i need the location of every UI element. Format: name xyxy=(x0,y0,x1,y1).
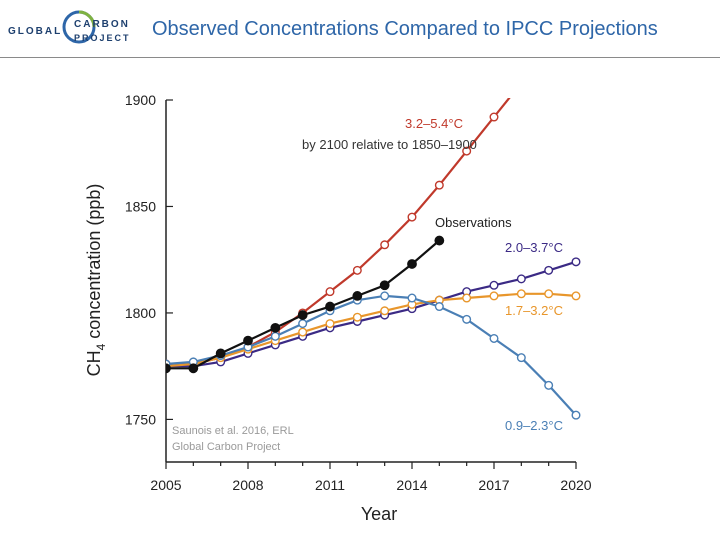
x-tick-label: 2014 xyxy=(396,477,427,493)
data-point-2 xyxy=(462,293,472,303)
data-point-0 xyxy=(352,265,362,275)
series-line-2 xyxy=(166,292,577,368)
y-tick-label: 1750 xyxy=(125,411,156,427)
data-point-0 xyxy=(434,180,444,190)
data-point-1 xyxy=(544,265,554,275)
logo-text-project: PROJECT xyxy=(74,33,131,43)
plot-frame xyxy=(165,100,576,463)
x-tick-label: 2005 xyxy=(150,477,181,493)
data-point-4 xyxy=(434,235,445,246)
x-tick-label: 2008 xyxy=(232,477,263,493)
data-point-0 xyxy=(518,79,526,87)
data-point-0 xyxy=(489,112,499,122)
data-point-0 xyxy=(462,146,472,156)
data-point-3 xyxy=(516,353,526,363)
data-point-2 xyxy=(298,327,308,337)
data-point-4 xyxy=(243,335,253,346)
x-tick-label: 2017 xyxy=(478,477,509,493)
data-point-4 xyxy=(188,363,199,374)
series-line-3 xyxy=(166,294,577,416)
purple-scenario-label: 2.0–3.7°C xyxy=(505,240,563,255)
data-point-4 xyxy=(407,259,417,269)
series-line-1 xyxy=(166,260,577,368)
series-line-4 xyxy=(166,239,441,370)
data-point-2 xyxy=(325,319,335,329)
logo-ring-icon xyxy=(62,10,96,44)
data-point-3 xyxy=(298,319,308,329)
data-point-3 xyxy=(270,331,280,341)
data-point-3 xyxy=(489,333,499,343)
data-point-4 xyxy=(379,280,390,291)
data-point-4 xyxy=(166,363,171,374)
data-point-1 xyxy=(516,274,526,284)
data-point-4 xyxy=(352,291,363,301)
methane-concentration-chart: 1750 1800 1850 1900 2005 2008 2011 2014 2017 2020… xyxy=(84,79,592,524)
data-point-4 xyxy=(215,348,226,359)
data-point-2 xyxy=(516,289,526,299)
data-point-2 xyxy=(544,289,554,299)
logo-text-global: GLOBAL xyxy=(8,26,63,37)
data-point-2 xyxy=(352,312,362,322)
data-point-1 xyxy=(489,280,499,290)
header-divider xyxy=(0,57,720,58)
y-tick-label: 1800 xyxy=(125,305,156,321)
credit-line-2: Global Carbon Project xyxy=(172,441,280,453)
data-point-3 xyxy=(434,302,444,312)
data-point-2 xyxy=(571,291,581,301)
y-tick-label: 1900 xyxy=(125,92,156,108)
data-point-3 xyxy=(571,410,581,420)
data-point-4 xyxy=(325,301,335,312)
data-point-3 xyxy=(407,293,417,303)
blue-scenario-label: 0.9–2.3°C xyxy=(505,418,563,433)
observations-label: Observations xyxy=(435,215,512,230)
red-scenario-sublabel: by 2100 relative to 1850–1900 xyxy=(302,137,477,152)
data-point-4 xyxy=(270,322,281,333)
orange-scenario-label: 1.7–3.2°C xyxy=(505,303,563,318)
data-point-2 xyxy=(489,291,499,301)
data-point-3 xyxy=(380,291,390,301)
credit-line-1: Saunois et al. 2016, ERL xyxy=(172,425,294,437)
data-point-3 xyxy=(462,314,472,324)
tick-layer: 1750 1800 1850 1900 2005 2008 2011 2014 2017 2020 xyxy=(125,92,592,493)
red-scenario-label: 3.2–5.4°C xyxy=(405,116,463,131)
data-point-2 xyxy=(380,306,390,316)
slide-header: GLOBAL CARBON PROJECT Observed Concentra… xyxy=(0,0,720,58)
data-point-0 xyxy=(325,287,335,297)
data-point-0 xyxy=(380,240,390,250)
page-title: Observed Concentrations Compared to IPCC… xyxy=(152,18,658,40)
data-point-0 xyxy=(407,212,417,222)
data-point-3 xyxy=(544,380,554,390)
data-point-1 xyxy=(571,257,581,267)
series-layer xyxy=(166,79,581,420)
global-carbon-project-logo: GLOBAL CARBON PROJECT xyxy=(6,6,138,52)
y-axis-title: CH4 concentration (ppb) xyxy=(84,184,108,377)
x-tick-label: 2020 xyxy=(560,477,591,493)
y-tick-label: 1850 xyxy=(125,198,156,214)
series-group xyxy=(166,79,581,420)
logo-text-carbon: CARBON xyxy=(74,19,130,30)
x-tick-label: 2011 xyxy=(315,477,345,493)
x-axis-title: Year xyxy=(361,504,397,524)
data-point-4 xyxy=(297,310,308,320)
